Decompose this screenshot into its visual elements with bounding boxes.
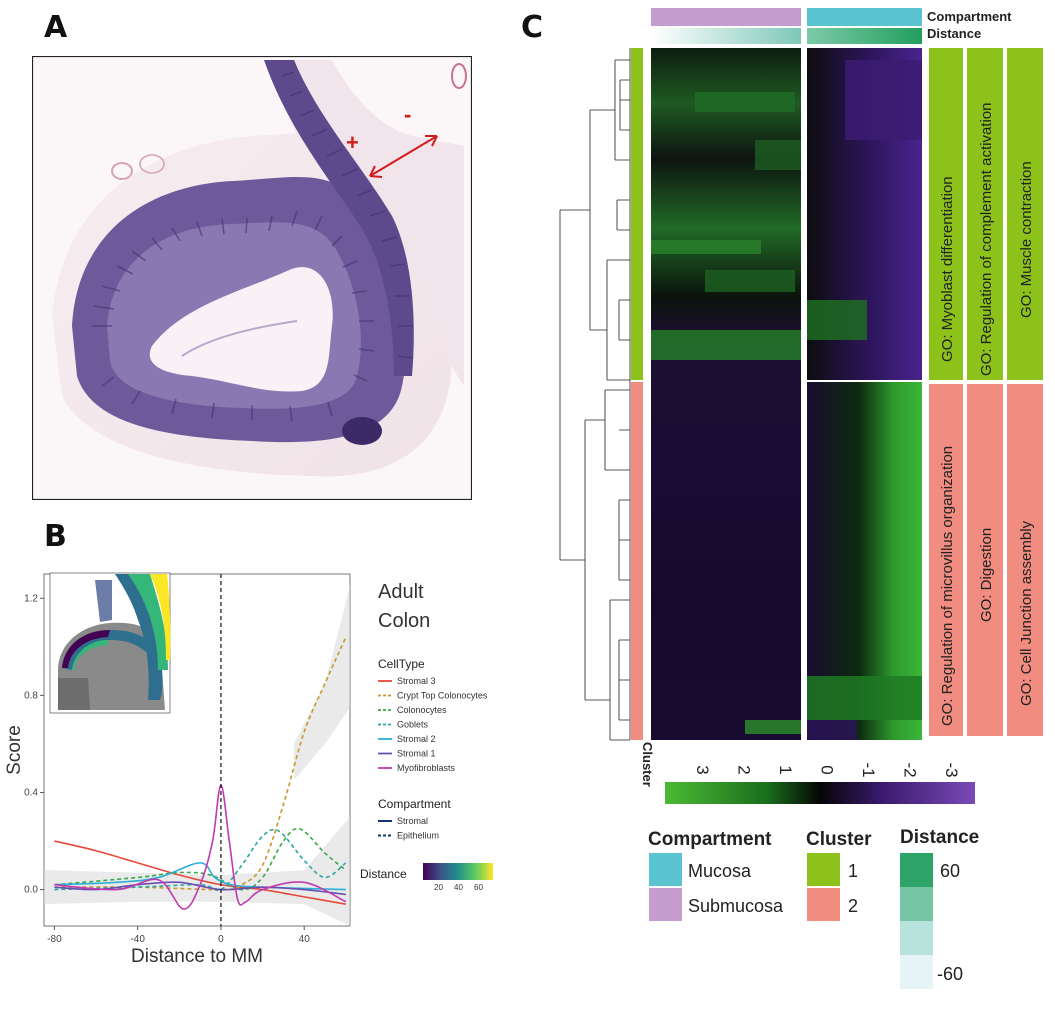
distance-bar-left <box>651 28 801 44</box>
legend-label-cluster-2: 2 <box>848 896 858 916</box>
go-terms-cluster-1 <box>929 48 1043 380</box>
legend-distance-step-1 <box>900 853 933 887</box>
distance-bar-right <box>807 28 922 44</box>
celltype-legend: Stromal 3 Crypt Top Colonocytes Colonocyte… <box>378 676 488 773</box>
histology-image: + - <box>31 55 473 501</box>
legend-distance-step-4 <box>900 955 933 989</box>
celltype-legend-title: CellType <box>378 657 425 671</box>
distance-scale-label: Distance <box>360 867 407 881</box>
panel-label-b: B <box>44 519 67 554</box>
cluster-bar-1 <box>631 48 643 380</box>
legend-distance-high: 60 <box>940 861 960 881</box>
legend-label-myofibroblasts: Myofibroblasts <box>397 763 456 773</box>
go-term-myoblast: GO: Myoblast differentiation <box>939 176 956 362</box>
colorbar-tick-label: -2 <box>901 762 920 777</box>
y-tick-label: 0.0 <box>24 885 38 896</box>
series-line-stromal-3 <box>54 840 346 905</box>
legend-distance-step-3 <box>900 921 933 955</box>
x-axis-label: Distance to MM <box>131 946 263 967</box>
y-axis-label: Score <box>4 725 25 775</box>
legend-label-stromal-3: Stromal 3 <box>397 676 436 686</box>
distance-colorbar <box>423 863 493 880</box>
legend-compartment-title: Compartment <box>648 829 772 850</box>
distance-track-label: Distance <box>927 26 981 41</box>
compartment-track-label: Compartment <box>927 9 1012 24</box>
go-term-cell-junction: GO: Cell Junction assembly <box>1018 520 1035 706</box>
series-line-colonocytes <box>54 827 347 891</box>
chart-title-line1: Adult <box>378 581 424 603</box>
panel-label-a: A <box>44 10 68 45</box>
legend-label-cluster-1: 1 <box>848 861 858 881</box>
chart-title-line2: Colon <box>378 610 430 632</box>
cluster-bar-2 <box>631 382 643 740</box>
compartment-legend-title: Compartment <box>378 797 451 811</box>
compartment-bar-mucosa <box>807 8 922 26</box>
distance-tick-40: 40 <box>454 883 463 892</box>
x-tick-label: 40 <box>299 934 311 945</box>
expression-colorbar <box>665 782 975 804</box>
go-term-digestion: GO: Digestion <box>978 528 995 622</box>
distance-tick-60: 60 <box>474 883 483 892</box>
legend-swatch-submucosa <box>649 888 682 921</box>
inset-distance-map <box>49 572 171 714</box>
x-tick-label: -40 <box>130 934 145 945</box>
confidence-band <box>293 586 350 781</box>
legend-swatch-cluster-1 <box>807 853 840 886</box>
compartment-legend: Stromal Epithelium <box>378 816 439 841</box>
x-tick-label: 0 <box>218 934 224 945</box>
go-term-complement: GO: Regulation of complement activation <box>978 103 995 376</box>
confidence-band <box>44 816 350 926</box>
distance-tick-20: 20 <box>434 883 443 892</box>
legend-label-stromal: Stromal <box>397 816 428 826</box>
colorbar-tick-label: 0 <box>818 765 837 774</box>
legend-label-colonocytes: Colonocytes <box>397 705 447 715</box>
distance-arrow <box>369 135 438 178</box>
cluster-axis-label: Cluster <box>640 742 655 787</box>
legend-cluster-title: Cluster <box>806 829 872 850</box>
colorbar-tick-label: -1 <box>859 762 878 777</box>
heatmap-body <box>651 48 922 740</box>
x-tick-label: -80 <box>47 934 62 945</box>
legend-label-submucosa: Submucosa <box>688 896 784 916</box>
go-terms-cluster-2 <box>929 384 1043 736</box>
score-line-chart: -80 -40 0 40 0.0 0.4 0.8 1.2 Distance to MM Sc… <box>4 572 493 967</box>
row-dendrogram <box>559 48 631 741</box>
colorbar-tick-label: -3 <box>942 762 961 777</box>
y-tick-label: 1.2 <box>24 593 38 604</box>
legend-label-crypt-top-colonocytes: Crypt Top Colonocytes <box>397 691 488 701</box>
y-tick-label: 0.4 <box>24 787 38 798</box>
compartment-bar-submucosa <box>651 8 801 26</box>
minus-mark: - <box>404 102 412 127</box>
y-tick-label: 0.8 <box>24 690 38 701</box>
go-term-microvillus: GO: Regulation of microvillus organizati… <box>939 446 956 726</box>
legend-label-goblets: Goblets <box>397 720 429 730</box>
legend-label-epithelium: Epithelium <box>397 831 439 841</box>
legend-swatch-mucosa <box>649 853 682 886</box>
legend-label-stromal-2: Stromal 2 <box>397 734 436 744</box>
plus-mark: + <box>346 130 359 155</box>
colorbar-ticks: 3 2 1 0 -1 -2 -3 <box>693 762 961 777</box>
colorbar-tick-label: 1 <box>776 765 795 774</box>
legend-distance-title: Distance <box>900 827 979 848</box>
legend-distance-step-2 <box>900 887 933 921</box>
colorbar-tick-label: 2 <box>735 765 754 774</box>
legend-swatch-cluster-2 <box>807 888 840 921</box>
go-term-muscle: GO: Muscle contraction <box>1018 161 1035 318</box>
panel-c-heatmap: Compartment Distance Cluster <box>545 0 1055 1011</box>
legend-distance-low: -60 <box>937 964 963 984</box>
legend-label-stromal-1: Stromal 1 <box>397 749 436 759</box>
colorbar-tick-label: 3 <box>693 765 712 774</box>
legend-label-mucosa: Mucosa <box>688 861 752 881</box>
panel-label-c: C <box>521 10 544 45</box>
series-line-crypt-top-colonocytes <box>54 636 347 891</box>
panel-b-chart: -80 -40 0 40 0.0 0.4 0.8 1.2 Distance to MM Sc… <box>0 560 520 980</box>
